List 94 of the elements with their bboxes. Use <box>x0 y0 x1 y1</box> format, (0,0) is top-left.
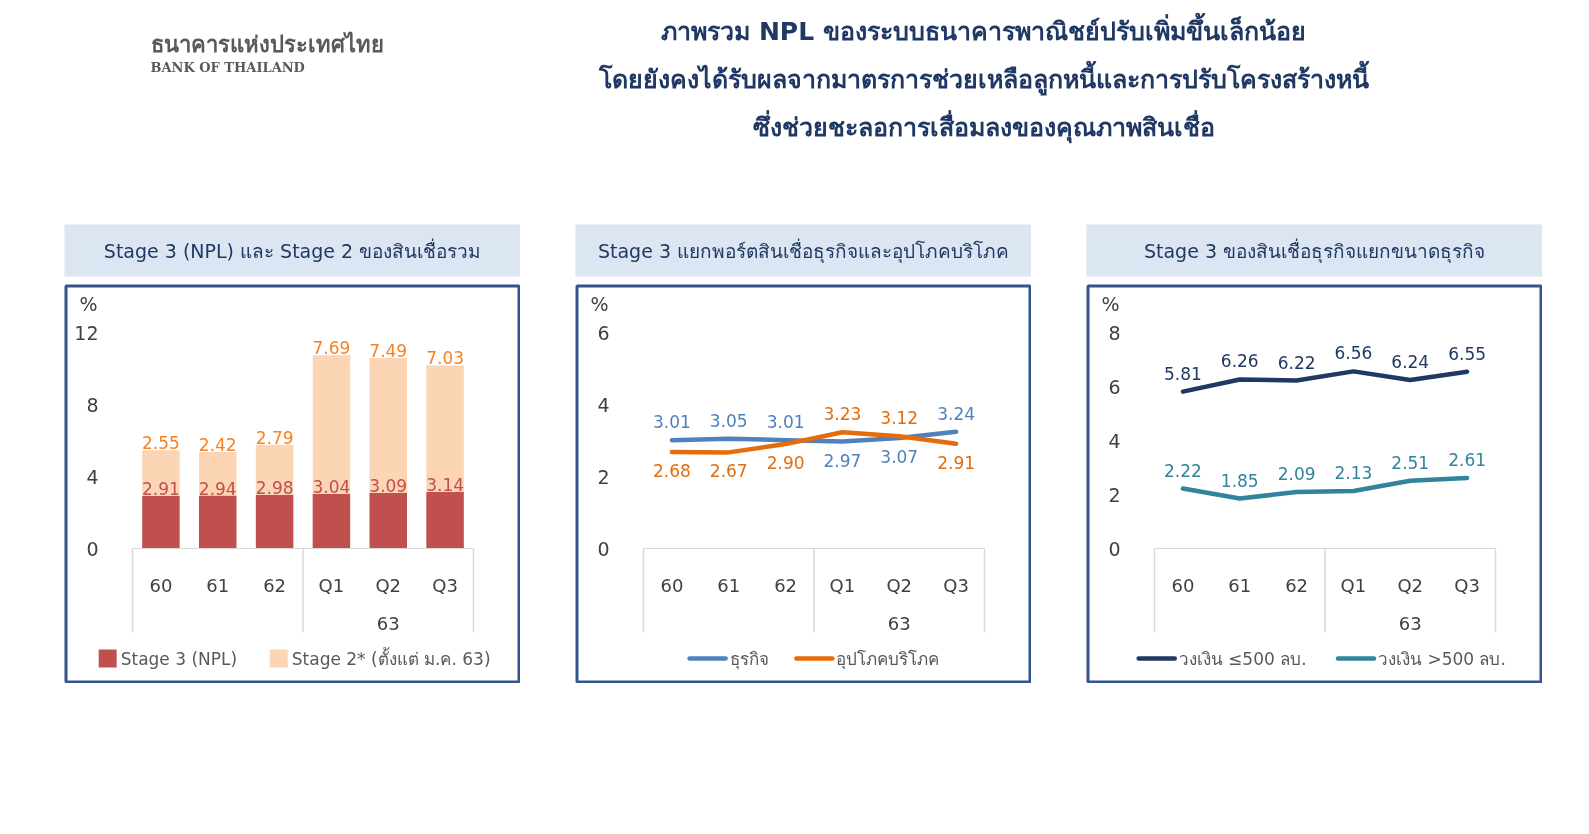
data-label: 3.14 <box>426 474 465 495</box>
data-label: 3.24 <box>937 403 976 424</box>
bar <box>198 495 237 549</box>
x-tick-label: 60 <box>149 574 173 596</box>
text: ธนาคารแห่งประเทศไทย <box>150 31 384 57</box>
chart-title: Stage 3 แยกพอร์ตสินเชื่อธุรกิจและอุปโภคบริโภค <box>597 237 1010 264</box>
data-label: 3.23 <box>823 404 862 425</box>
legend-label: วงเงิน ≤500 ลบ. <box>1178 648 1307 669</box>
data-label: 6.55 <box>1448 343 1487 364</box>
data-label: 3.04 <box>312 476 351 497</box>
x-tick-label: 60 <box>1171 574 1195 596</box>
bar <box>312 355 351 494</box>
text: 63 <box>1398 612 1422 634</box>
x-tick-label: Q3 <box>432 574 458 596</box>
y-tick-label: 8 <box>86 393 99 416</box>
data-label: 5.81 <box>1163 363 1202 384</box>
bar <box>369 492 408 549</box>
data-label: 2.79 <box>255 427 294 448</box>
data-label: 2.67 <box>709 461 748 482</box>
y-axis-title: % <box>1101 292 1120 315</box>
y-tick-label: 6 <box>1108 375 1121 398</box>
data-label: 6.22 <box>1277 352 1316 373</box>
data-label: 7.69 <box>312 338 351 359</box>
bar <box>312 493 351 549</box>
legend-label: Stage 3 (NPL) <box>120 648 238 669</box>
x-tick-label: 62 <box>774 574 798 596</box>
bar <box>142 496 180 549</box>
chart-title: Stage 3 ของสินเชื่อธุรกิจแยกขนาดธุรกิจ <box>1143 237 1486 264</box>
x-tick-label: 62 <box>263 574 287 596</box>
x-tick-label: Q2 <box>375 574 402 596</box>
data-label: 7.49 <box>369 341 408 362</box>
x-tick-label: Q2 <box>1397 574 1424 596</box>
x-tick-label: Q1 <box>1340 574 1367 596</box>
data-label: 2.42 <box>198 435 237 456</box>
y-tick-label: 6 <box>597 321 610 344</box>
x-tick-label: 61 <box>206 574 230 596</box>
y-tick-label: 0 <box>1108 537 1121 560</box>
data-label: 2.61 <box>1448 450 1487 471</box>
x-tick-label: Q3 <box>943 574 969 596</box>
x-tick-label: 61 <box>1228 574 1252 596</box>
y-tick-label: 12 <box>74 321 99 344</box>
y-tick-label: 0 <box>597 537 610 560</box>
y-axis-title: % <box>590 292 609 315</box>
data-label: 3.07 <box>880 446 919 467</box>
x-tick-label: Q1 <box>318 574 345 596</box>
text: 63 <box>887 612 911 634</box>
y-tick-label: 2 <box>1108 483 1121 506</box>
data-label: 2.91 <box>141 479 180 500</box>
data-label: 3.12 <box>880 408 919 429</box>
x-tick-label: 61 <box>717 574 741 596</box>
text: ภาพรวม NPL ของระบบธนาคารพาณิชย์ปรับเพิ่มขึ้นเล็กน้อย โดยยังคงได้รับผลจากมาตรการช่วยเหลือลูกหนี้และการปรับโครงสร้างหนี้ ซึ่งช่วยชะลอการเสื่อมลงของคุณภาพสินเชื่อ <box>597 12 1370 144</box>
y-axis-title: % <box>79 292 98 315</box>
x-tick-label: 62 <box>1285 574 1309 596</box>
x-tick-label: Q2 <box>886 574 913 596</box>
data-label: 3.01 <box>652 412 691 433</box>
y-tick-label: 4 <box>86 465 99 488</box>
data-label: 1.85 <box>1220 470 1259 491</box>
data-label: 7.03 <box>426 348 465 369</box>
data-label: 2.51 <box>1391 452 1430 473</box>
legend-label: Stage 2* (ตั้งแต่ ม.ค. 63) <box>291 646 491 669</box>
data-label: 6.56 <box>1334 343 1373 364</box>
chart-title: Stage 3 (NPL) และ Stage 2 ของสินเชื่อรวม <box>103 237 482 262</box>
x-tick-label: Q1 <box>829 574 856 596</box>
data-label: 2.91 <box>937 452 976 473</box>
bar <box>369 358 408 493</box>
data-label: 2.55 <box>141 433 180 454</box>
legend-label: วงเงิน >500 ลบ. <box>1378 648 1506 669</box>
bar <box>426 491 464 549</box>
y-tick-label: 4 <box>1108 429 1121 452</box>
data-label: 3.09 <box>369 475 408 496</box>
text: BANK OF THAILAND <box>150 60 305 75</box>
text: 63 <box>376 612 400 634</box>
data-label: 2.90 <box>766 453 805 474</box>
data-label: 2.22 <box>1163 460 1202 481</box>
data-label: 2.09 <box>1277 464 1316 485</box>
bar <box>426 365 464 492</box>
legend-label: ธุรกิจ <box>729 648 769 670</box>
x-tick-label: 60 <box>660 574 684 596</box>
data-label: 2.13 <box>1334 462 1373 483</box>
data-label: 3.01 <box>766 412 805 433</box>
data-label: 2.68 <box>652 461 691 482</box>
data-label: 2.98 <box>255 477 294 498</box>
data-label: 2.94 <box>198 478 237 499</box>
y-tick-label: 8 <box>1108 321 1121 344</box>
y-tick-label: 2 <box>597 465 610 488</box>
legend-label: อุปโภคบริโภค <box>836 648 940 670</box>
y-tick-label: 0 <box>86 537 99 560</box>
x-tick-label: Q3 <box>1454 574 1480 596</box>
data-label: 6.24 <box>1391 352 1430 373</box>
data-label: 6.26 <box>1220 351 1259 372</box>
data-label: 3.05 <box>709 410 748 431</box>
data-label: 2.97 <box>823 450 862 471</box>
bar <box>255 494 294 549</box>
y-tick-label: 4 <box>597 393 610 416</box>
